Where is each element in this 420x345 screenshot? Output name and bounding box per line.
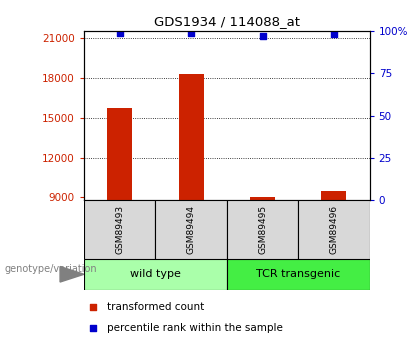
Bar [84,259,227,290]
Text: genotype/variation: genotype/variation [4,264,97,274]
Bar [107,108,132,200]
Point [259,33,266,39]
Text: transformed count: transformed count [107,302,204,312]
Text: GSM89495: GSM89495 [258,205,267,254]
Text: GSM89494: GSM89494 [186,205,196,254]
Bar [178,73,204,200]
Text: GSM89493: GSM89493 [115,205,124,254]
Text: wild type: wild type [130,269,181,279]
Bar [298,200,370,259]
Text: GSM89496: GSM89496 [329,205,339,254]
Point [188,30,194,36]
Polygon shape [60,267,84,282]
Bar [321,191,346,200]
Point [89,325,96,331]
Text: TCR transgenic: TCR transgenic [256,269,340,279]
Bar [155,200,227,259]
Title: GDS1934 / 114088_at: GDS1934 / 114088_at [154,16,300,29]
Bar [227,200,298,259]
Point [89,304,96,309]
Bar [250,197,275,200]
Point [331,32,337,37]
Bar [84,200,155,259]
Bar [227,259,370,290]
Text: percentile rank within the sample: percentile rank within the sample [107,323,283,333]
Point [116,30,123,36]
